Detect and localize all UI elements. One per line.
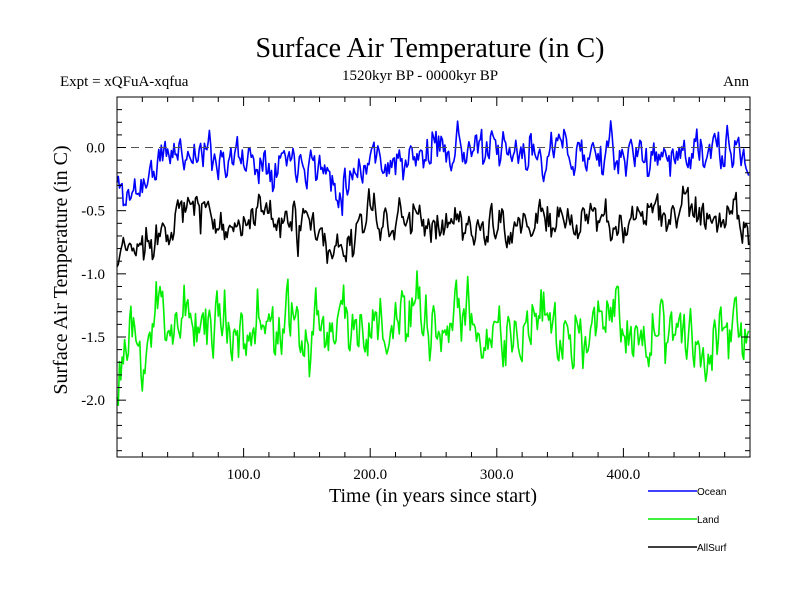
x-tick-label: 100.0 xyxy=(227,467,261,483)
x-tick-label: 300.0 xyxy=(480,467,514,483)
series-line-allsurf xyxy=(116,185,750,268)
y-axis-label: Surface Air Temperature (in C) xyxy=(50,145,72,394)
season-label: Ann xyxy=(723,74,749,90)
chart-title: Surface Air Temperature (in C) xyxy=(256,33,605,64)
legend-label-ocean: Ocean xyxy=(697,487,726,498)
time-range-label: 1520kyr BP - 0000kyr BP xyxy=(342,68,498,84)
y-tick-label: -2.0 xyxy=(81,393,105,409)
experiment-label: Expt = xQFuA-xqfua xyxy=(60,74,189,90)
plot-frame xyxy=(116,96,751,458)
series-line-ocean xyxy=(116,120,750,217)
y-tick-label: -1.0 xyxy=(81,267,105,283)
y-tick-label: -1.5 xyxy=(81,330,105,346)
x-tick-label: 200.0 xyxy=(353,467,387,483)
x-tick-label: 400.0 xyxy=(607,467,641,483)
y-tick-label: -0.5 xyxy=(81,204,105,220)
legend-label-land: Land xyxy=(697,515,719,526)
y-tick-label: 0.0 xyxy=(86,141,105,157)
legend-label-allsurf: AllSurf xyxy=(697,543,727,554)
x-axis-label: Time (in years since start) xyxy=(329,485,537,507)
legend: Ocean Land AllSurf xyxy=(648,487,727,554)
series-layer xyxy=(116,120,750,407)
tick-layer: 100.0 200.0 300.0 400.0 0.0 -0.5 -1.0 -1.5 -2.0 xyxy=(81,97,750,483)
series-line-land xyxy=(116,270,750,407)
